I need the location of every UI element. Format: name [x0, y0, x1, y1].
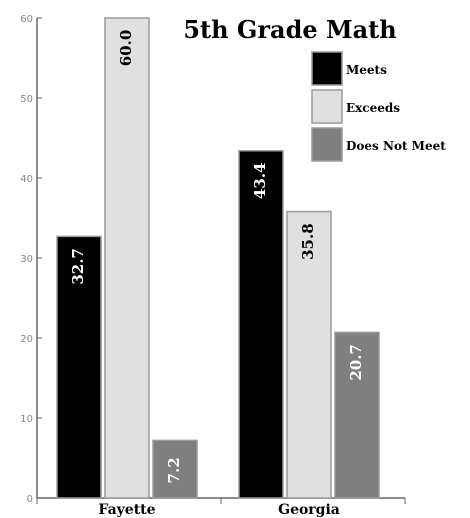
bar-georgia-meets [238, 150, 284, 499]
legend-swatch-exceeds [311, 89, 343, 124]
data-label-fayette-meets: 32.7 [69, 248, 87, 285]
legend-swatch-meets [311, 51, 343, 86]
category-label-fayette: Fayette [98, 502, 155, 518]
bar-fayette-meets [56, 235, 102, 499]
y-tick-label-10: 10 [20, 414, 33, 425]
bar-georgia-exceeds [286, 210, 332, 499]
legend-swatch-does-not-meet [311, 127, 343, 162]
y-tick-label-0: 0 [27, 494, 33, 505]
legend: Meets Exceeds Does Not Meet [311, 51, 446, 162]
y-tick-label-30: 30 [20, 254, 33, 265]
chart-title: 5th Grade Math [183, 15, 396, 44]
legend-label-does-not-meet: Does Not Meet [346, 139, 446, 153]
bar-fayette-does-not-meet [152, 439, 198, 499]
data-label-georgia-meets: 43.4 [251, 163, 269, 200]
data-label-georgia-does-not-meet: 20.7 [347, 344, 365, 381]
y-tick-label-50: 50 [20, 94, 33, 105]
y-tick-label-20: 20 [20, 334, 33, 345]
bars [56, 17, 380, 499]
data-label-georgia-exceeds: 35.8 [299, 223, 317, 260]
data-labels: 32.7 60.0 7.2 43.4 35.8 20.7 [69, 30, 365, 484]
bar-fayette-exceeds [104, 17, 150, 499]
y-tick-label-40: 40 [20, 174, 33, 185]
y-tick-label-60: 60 [20, 14, 33, 25]
data-label-fayette-exceeds: 60.0 [117, 30, 135, 67]
legend-label-meets: Meets [346, 63, 387, 77]
category-label-georgia: Georgia [278, 502, 340, 518]
bar-georgia-does-not-meet [334, 331, 380, 499]
data-label-fayette-does-not-meet: 7.2 [165, 457, 183, 483]
legend-label-exceeds: Exceeds [346, 101, 400, 115]
